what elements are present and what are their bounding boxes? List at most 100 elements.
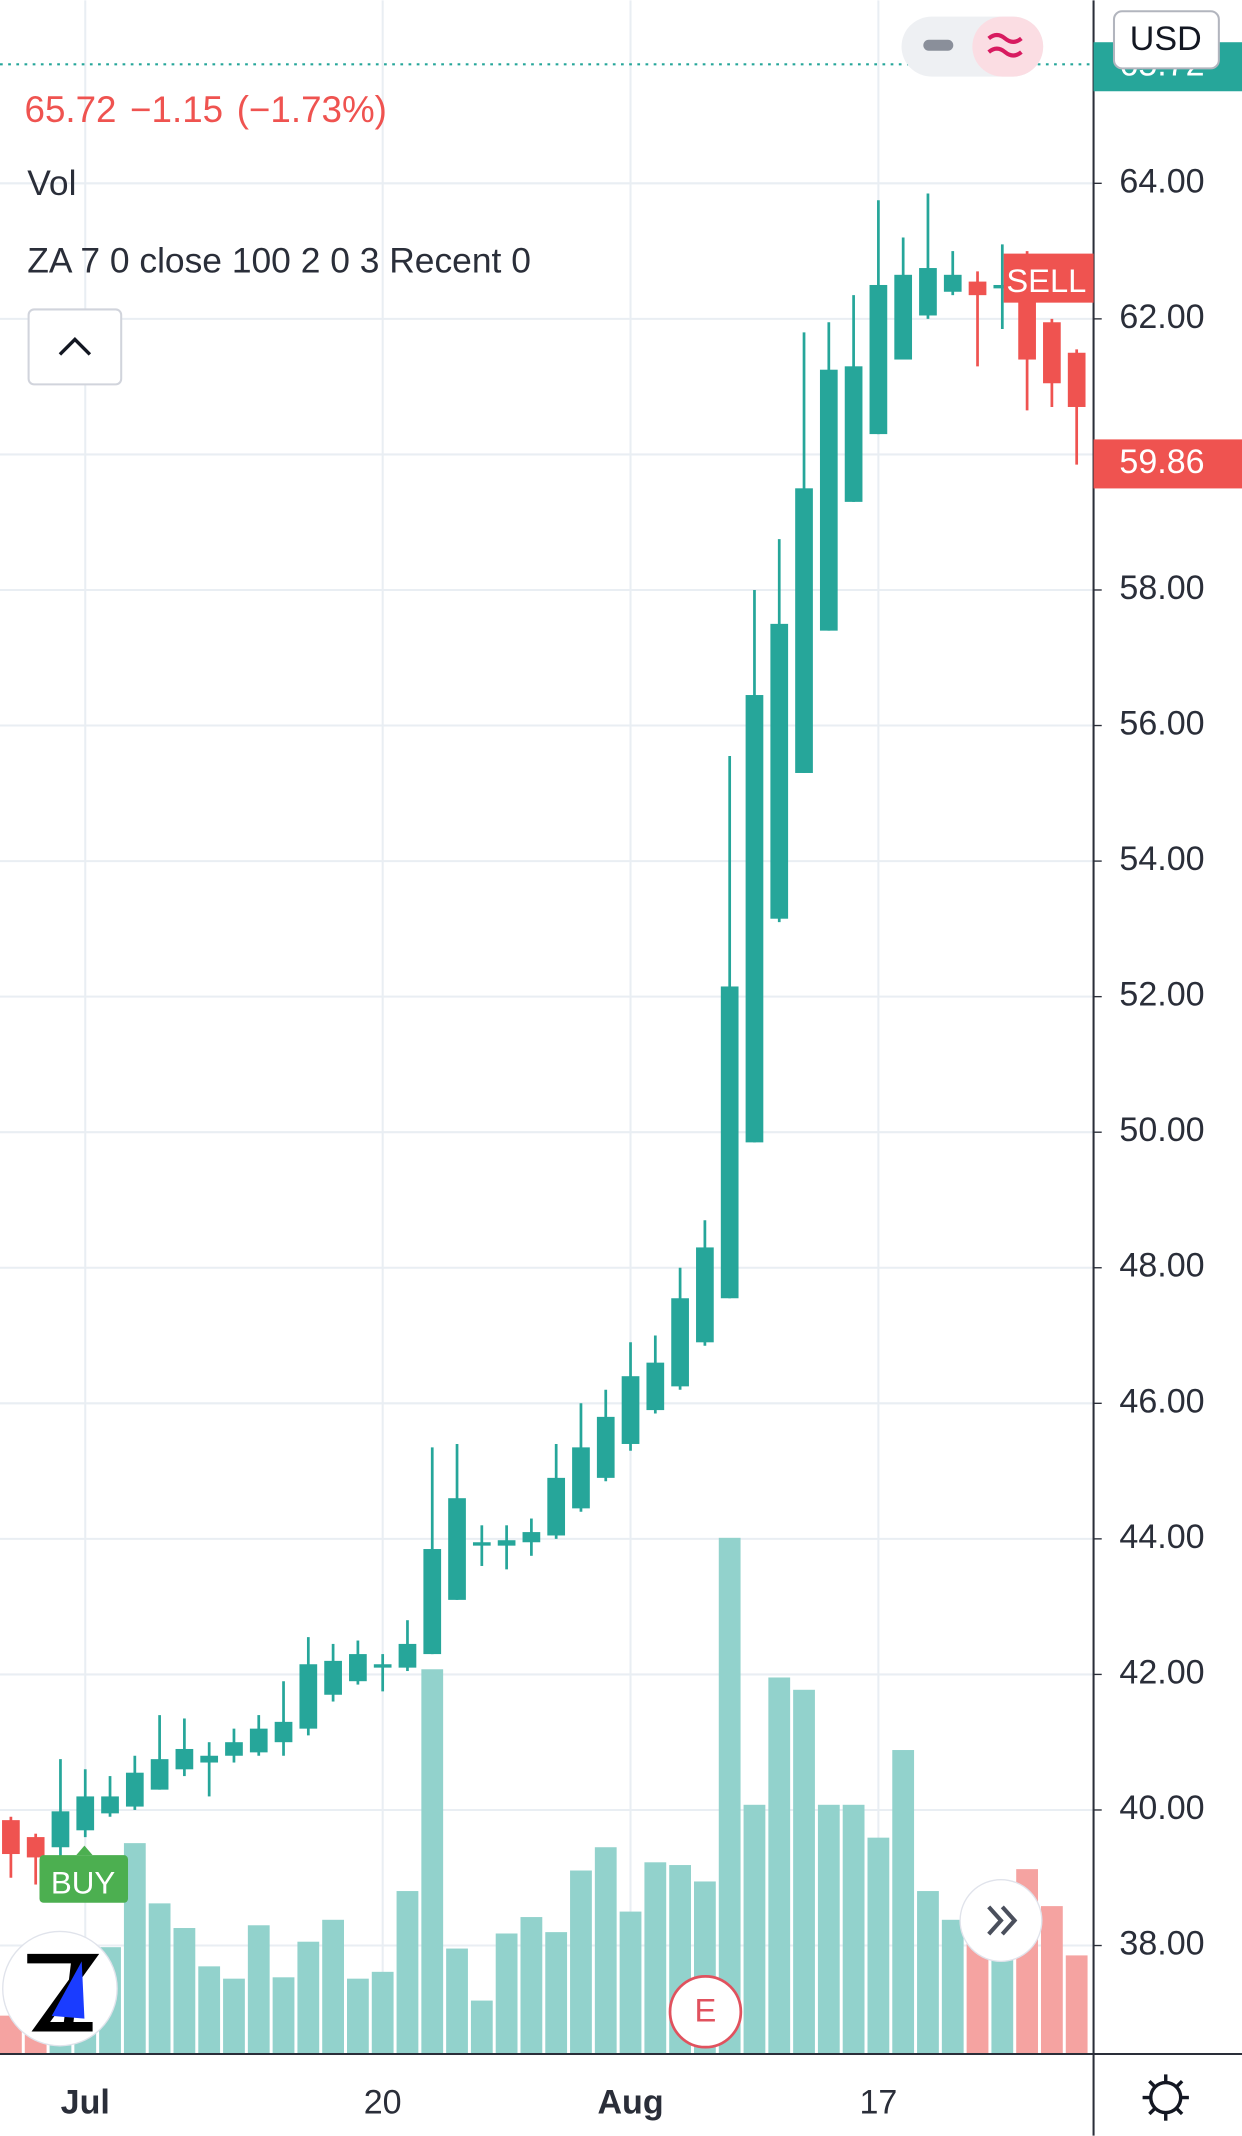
- candle-body: [398, 1643, 417, 1668]
- candle-body: [175, 1748, 194, 1770]
- volume-bar: [371, 1971, 394, 2054]
- volume-bar: [892, 1750, 915, 2054]
- settings-icon[interactable]: [1149, 2080, 1183, 2115]
- volume-bar: [718, 1537, 741, 2054]
- volume-bar: [570, 1870, 592, 2054]
- x-tick-label: 17: [859, 2083, 897, 2121]
- candle-body: [349, 1654, 367, 1682]
- price-header: 65.72 −1.15 (−1.73%): [25, 89, 387, 130]
- x-tick-label: Aug: [597, 2083, 663, 2121]
- candle-body: [125, 1772, 144, 1807]
- candle-body: [720, 986, 739, 1299]
- currency-box[interactable]: [1112, 10, 1220, 70]
- y-tick-label: 52.00: [1119, 976, 1204, 1014]
- sell-label: SELL: [1006, 262, 1086, 299]
- buy-tag: [39, 1855, 129, 1903]
- candle-body: [522, 1532, 541, 1543]
- candle-body: [150, 1759, 169, 1790]
- y-tick-label: 42.00: [1119, 1653, 1204, 1691]
- candle-body: [869, 284, 888, 435]
- candle-body: [795, 488, 813, 773]
- y-tick-label: 40.00: [1119, 1789, 1204, 1827]
- price-pane: [2, 193, 1086, 1885]
- volume-bar: [793, 1689, 815, 2054]
- candle-body: [745, 695, 764, 1143]
- candle-body: [646, 1362, 665, 1411]
- candle-body: [621, 1376, 640, 1444]
- earnings-marker[interactable]: [668, 1974, 743, 2049]
- candle-body: [894, 274, 913, 360]
- candle-body: [2, 1820, 20, 1855]
- y-tick-label: 64.00: [1119, 162, 1204, 200]
- last-price-label: 59.86: [1119, 443, 1204, 481]
- header-change: −1.15: [130, 89, 223, 130]
- candle-body: [968, 281, 987, 296]
- volume-bar: [123, 1843, 146, 2054]
- candle-body: [249, 1728, 268, 1753]
- candle-body: [200, 1755, 219, 1763]
- candle-body: [844, 366, 863, 502]
- buy-pointer: [76, 1845, 93, 1856]
- candle-body: [497, 1540, 516, 1546]
- wave-icon[interactable]: [987, 33, 1023, 58]
- collapse-button[interactable]: [27, 308, 123, 386]
- candle-body: [572, 1447, 590, 1509]
- candle-body: [423, 1549, 442, 1655]
- pill-right: [972, 16, 1044, 77]
- logo-accent: [51, 1961, 85, 2019]
- candle-body: [1018, 284, 1036, 360]
- gear-tooth: [1175, 2079, 1184, 2089]
- volume-bar: [867, 1837, 890, 2054]
- y-tick-label: 54.00: [1119, 840, 1204, 878]
- candle-body: [770, 623, 789, 919]
- volume-bar: [446, 1948, 468, 2054]
- last-price-tag: [1093, 439, 1242, 489]
- volume-bar: [421, 1669, 444, 2054]
- candle-body: [993, 284, 1012, 289]
- minimize-icon[interactable]: [923, 39, 954, 51]
- volume-bar: [322, 1919, 345, 2054]
- candle-body: [819, 369, 838, 631]
- volume-bar: [768, 1677, 791, 2054]
- volume-bar: [842, 1804, 865, 2054]
- y-tick-label: 44.00: [1119, 1518, 1204, 1556]
- gear-tooth: [1148, 2106, 1157, 2116]
- candle-body: [943, 274, 962, 292]
- candle-body: [671, 1298, 689, 1387]
- candle-body: [101, 1796, 119, 1814]
- volume-bar: [297, 1941, 320, 2054]
- candle-body: [373, 1664, 392, 1668]
- indicator-label: ZA 7 0 close 100 2 0 3 Recent 0: [27, 240, 531, 280]
- volume-bar: [817, 1804, 840, 2054]
- candle-body: [225, 1742, 243, 1756]
- candle-body: [1043, 322, 1061, 384]
- volume-bar: [198, 1966, 221, 2054]
- volume-pane: [0, 1537, 1088, 2054]
- volume-bar: [346, 1978, 369, 2054]
- candle-body: [696, 1247, 714, 1343]
- y-tick-label: 38.00: [1119, 1925, 1204, 1963]
- volume-bar: [743, 1804, 766, 2054]
- y-tick-label: 62.00: [1119, 298, 1204, 336]
- volume-bar: [396, 1891, 419, 2054]
- x-tick-label: 20: [364, 2083, 402, 2121]
- volume-bar: [644, 1862, 667, 2054]
- header-change-pct: (−1.73%): [237, 89, 387, 130]
- y-tick-label: 46.00: [1119, 1382, 1204, 1420]
- volume-bar: [941, 1919, 964, 2054]
- y-tick-label: 58.00: [1119, 569, 1204, 607]
- candle-body: [76, 1796, 95, 1831]
- volume-bar: [272, 1977, 295, 2054]
- candle-body: [472, 1542, 491, 1546]
- candle-body: [448, 1498, 466, 1600]
- volume-bar: [470, 2000, 493, 2054]
- sell-tag: [1003, 253, 1094, 303]
- candle-body: [51, 1811, 70, 1848]
- earnings-label: E: [695, 1992, 717, 2029]
- buy-label: BUY: [51, 1865, 115, 1900]
- volume-label: Vol: [27, 163, 76, 203]
- volume-bar: [495, 1933, 518, 2054]
